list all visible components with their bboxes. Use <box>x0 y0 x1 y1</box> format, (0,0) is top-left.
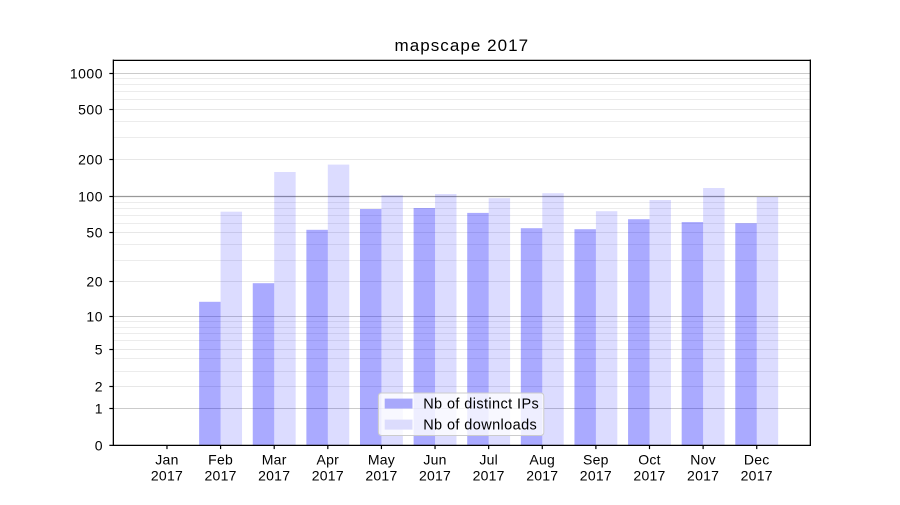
svg-text:50: 50 <box>86 225 103 241</box>
svg-text:mapscape 2017: mapscape 2017 <box>395 36 530 55</box>
svg-text:5: 5 <box>95 342 103 358</box>
svg-text:Aug: Aug <box>529 452 555 468</box>
svg-text:10: 10 <box>86 309 103 325</box>
svg-text:2017: 2017 <box>633 468 665 484</box>
svg-text:May: May <box>368 452 395 468</box>
svg-text:2017: 2017 <box>741 468 773 484</box>
svg-text:2: 2 <box>95 379 103 395</box>
svg-text:Feb: Feb <box>208 452 233 468</box>
svg-text:100: 100 <box>78 189 103 205</box>
svg-text:Dec: Dec <box>744 452 770 468</box>
svg-text:Mar: Mar <box>262 452 287 468</box>
svg-text:20: 20 <box>86 274 103 290</box>
svg-text:200: 200 <box>78 152 103 168</box>
svg-text:2017: 2017 <box>258 468 290 484</box>
svg-text:2017: 2017 <box>473 468 505 484</box>
svg-text:2017: 2017 <box>151 468 183 484</box>
svg-text:Jun: Jun <box>423 452 446 468</box>
svg-text:500: 500 <box>78 102 103 118</box>
svg-text:2017: 2017 <box>526 468 558 484</box>
svg-text:Oct: Oct <box>638 452 661 468</box>
svg-text:2017: 2017 <box>419 468 451 484</box>
svg-text:Nb of downloads: Nb of downloads <box>423 418 537 434</box>
svg-text:2017: 2017 <box>312 468 344 484</box>
svg-text:1000: 1000 <box>70 66 103 82</box>
svg-text:Sep: Sep <box>583 452 609 468</box>
svg-text:0: 0 <box>95 437 103 453</box>
svg-text:2017: 2017 <box>365 468 397 484</box>
svg-text:2017: 2017 <box>580 468 612 484</box>
svg-text:2017: 2017 <box>205 468 237 484</box>
svg-text:2017: 2017 <box>687 468 719 484</box>
svg-text:Nov: Nov <box>690 452 716 468</box>
svg-text:1: 1 <box>95 401 103 417</box>
svg-text:Jul: Jul <box>479 452 498 468</box>
svg-text:Nb of distinct IPs: Nb of distinct IPs <box>423 397 539 413</box>
svg-text:Jan: Jan <box>155 452 178 468</box>
svg-text:Apr: Apr <box>317 452 340 468</box>
